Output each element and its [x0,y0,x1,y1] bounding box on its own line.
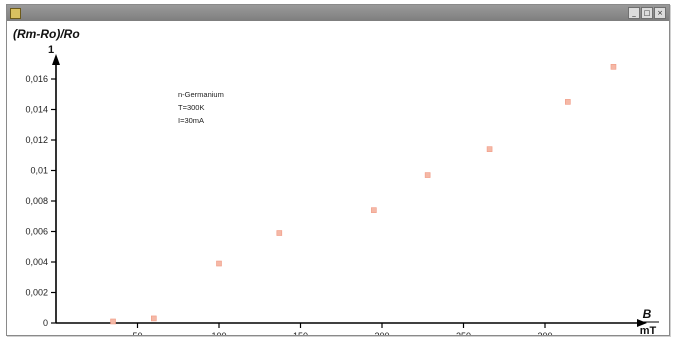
data-point [216,260,222,267]
x-tick-label: 50 [132,331,142,335]
data-point [110,318,116,325]
y-axis-unit: 1 [48,44,54,56]
y-tick-label: 0,006 [25,227,48,237]
scatter-chart: (Rm-Ro)/Ro 1 B mT n-Germanium T=300K I=3… [13,27,659,335]
data-point [151,315,157,322]
y-axis-arrow [52,54,60,65]
window-controls: _ □ × [628,7,666,19]
data-point [610,63,617,70]
x-tick-label: 150 [293,331,308,335]
y-axis-label: (Rm-Ro)/Ro [13,27,80,41]
data-point [424,172,431,178]
y-tick-label: 0,004 [25,257,48,267]
plot-area: (Rm-Ro)/Ro 1 B mT n-Germanium T=300K I=3… [7,21,669,335]
annotation-material: n-Germanium [178,90,224,99]
x-tick-label: 100 [211,331,226,335]
axes [52,54,647,327]
y-tick-label: 0,008 [25,196,48,206]
y-tick-label: 0,014 [25,105,48,115]
annotation-temperature: T=300K [178,103,204,112]
x-axis-arrow [637,319,647,327]
y-ticks: 0 0,002 0,004 0,006 0,008 0,01 0,012 0,014 0,016 [25,74,56,328]
data-point [565,99,571,105]
y-tick-label: 0,002 [25,288,48,298]
x-axis-unit: mT [640,325,657,335]
annotation-current: I=30mA [178,116,204,125]
data-points [110,63,617,325]
x-axis-label: B [643,307,652,321]
annotation-box: n-Germanium T=300K I=30mA [178,90,224,125]
y-tick-label: 0,01 [30,166,48,176]
y-tick-label: 0 [43,318,48,328]
x-tick-label: 200 [374,331,389,335]
x-ticks: 50 100 150 200 250 300 [132,323,553,335]
window-titlebar[interactable]: _ □ × [7,5,669,21]
chart-window: _ □ × (Rm-Ro)/Ro 1 B mT n-Germanium T=30… [6,4,670,336]
data-point [276,230,283,236]
y-tick-label: 0,012 [25,135,48,145]
close-button[interactable]: × [654,7,666,19]
x-tick-label: 250 [456,331,471,335]
data-point [486,146,493,152]
minimize-button[interactable]: _ [628,7,640,19]
maximize-button[interactable]: □ [641,7,653,19]
app-icon [10,7,21,19]
data-point [371,207,377,213]
x-tick-label: 300 [537,331,552,335]
y-tick-label: 0,016 [25,74,48,84]
